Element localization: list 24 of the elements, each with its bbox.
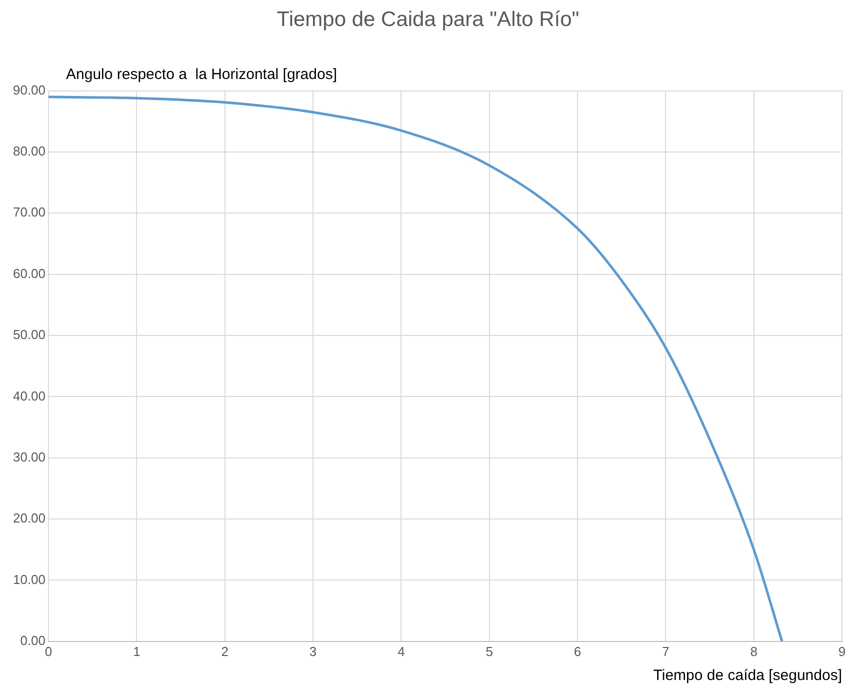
x-tick-label: 1 xyxy=(133,644,140,659)
y-tick-label: 80.00 xyxy=(12,144,46,159)
x-tick-label: 5 xyxy=(486,644,493,659)
x-tick-label: 4 xyxy=(398,644,405,659)
y-tick-label: 10.00 xyxy=(12,572,46,587)
y-tick-label: 40.00 xyxy=(12,388,46,404)
y-tick-label: 20.00 xyxy=(12,510,46,526)
y-tick-label: 90.00 xyxy=(12,82,46,98)
line-series xyxy=(48,96,784,642)
x-tick-label: 0 xyxy=(44,644,52,659)
x-tick-label: 7 xyxy=(662,644,670,659)
y-tick-label: 0.00 xyxy=(20,632,46,648)
x-tick-label: 3 xyxy=(309,644,317,659)
y-tick-label: 60.00 xyxy=(12,266,46,281)
x-tick-label: 2 xyxy=(221,644,228,659)
x-tick-label: 6 xyxy=(574,644,582,659)
chart-title: Tiempo de Caida para "Alto Río" xyxy=(276,8,580,32)
x-tick-label: 9 xyxy=(838,644,846,659)
y-tick-label: 70.00 xyxy=(12,204,46,220)
y-tick-label: 30.00 xyxy=(12,449,46,464)
y-axis-title: Angulo respecto a la Horizontal [grados] xyxy=(66,66,337,83)
y-tick-label: 50.00 xyxy=(12,327,46,342)
x-axis-title: Tiempo de caída [segundos] xyxy=(653,667,842,684)
x-tick-label: 8 xyxy=(750,644,758,659)
